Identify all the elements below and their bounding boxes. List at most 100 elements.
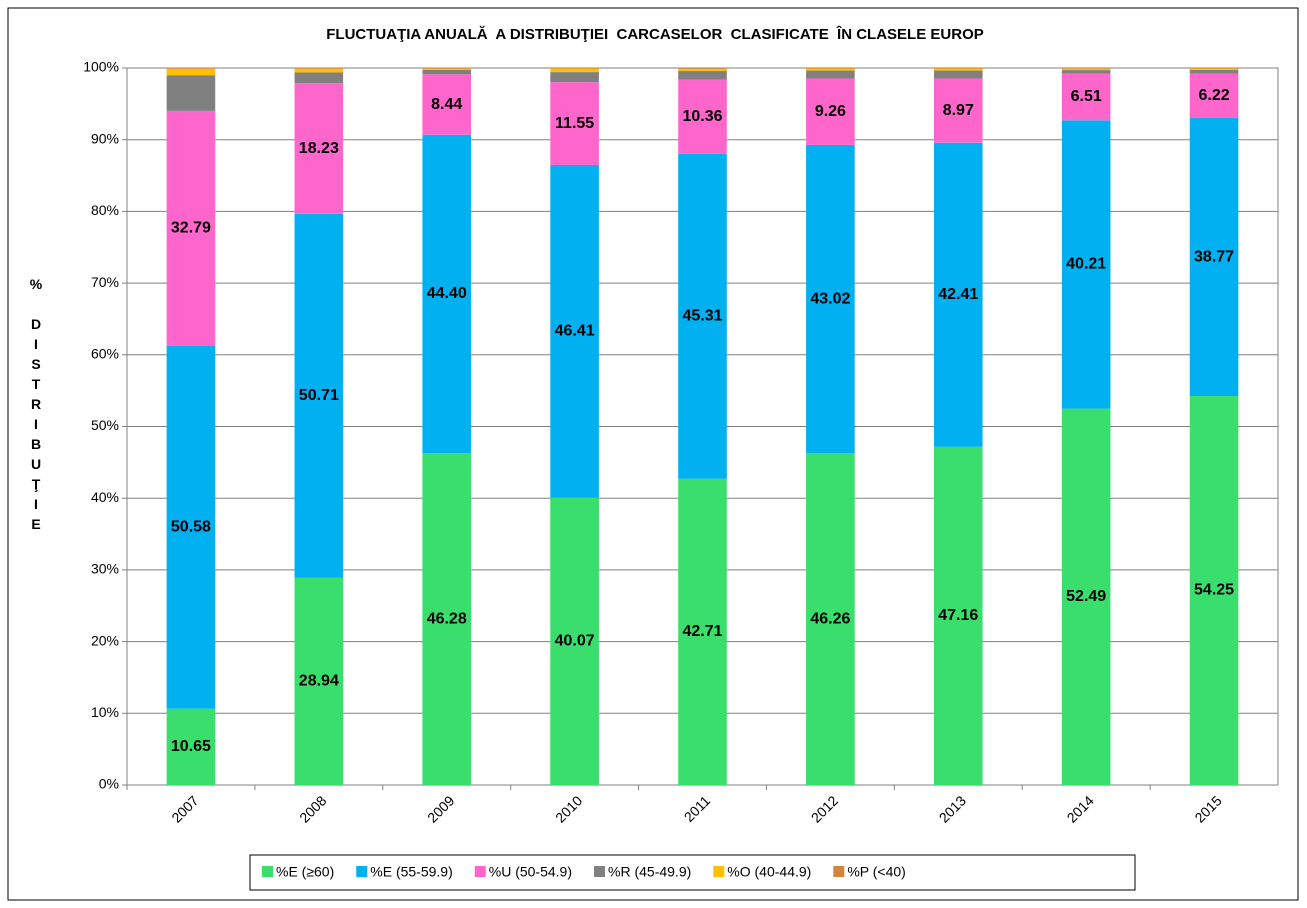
legend-label: %U (50-54.9) — [489, 864, 572, 880]
bar-segment — [806, 70, 855, 79]
bar-segment — [422, 70, 472, 75]
bar-segment — [1061, 68, 1111, 69]
bar-segment — [1061, 120, 1111, 409]
legend-swatch — [833, 866, 845, 877]
bar-segment — [422, 453, 472, 785]
data-label: 52.49 — [1066, 588, 1106, 605]
bar-segment — [550, 68, 599, 73]
bar-segment — [1189, 68, 1239, 70]
legend-label: %O (40-44.9) — [727, 864, 811, 880]
bar-segment — [294, 213, 344, 578]
bar-segment — [1189, 396, 1239, 785]
data-label: 54.25 — [1194, 582, 1234, 599]
data-label: 18.23 — [299, 140, 339, 157]
bar-segment — [294, 72, 344, 84]
data-label: 6.22 — [1198, 87, 1229, 104]
y-axis-label: % DISTRIBUŢIE — [28, 276, 44, 536]
bar-segment — [1189, 69, 1239, 74]
bar-segment — [678, 79, 727, 154]
bar-segment — [294, 68, 344, 73]
data-label: 10.36 — [682, 108, 722, 125]
bar-segment — [806, 68, 855, 71]
data-label: 50.71 — [299, 387, 339, 404]
bar-segment — [933, 142, 983, 447]
bar-segment — [166, 110, 216, 346]
data-label: 40.07 — [555, 633, 595, 650]
bar-segment — [678, 478, 727, 785]
data-label: 6.51 — [1071, 88, 1102, 105]
bar-segment — [294, 83, 344, 214]
data-label: 50.58 — [171, 519, 211, 536]
data-label: 32.79 — [171, 220, 211, 237]
legend-swatch — [474, 866, 486, 877]
bar-segment — [550, 497, 599, 785]
data-label: 8.97 — [943, 102, 974, 119]
data-label: 46.26 — [810, 610, 850, 627]
bar-segment — [933, 446, 983, 785]
bar-segment — [806, 453, 855, 785]
bar-segment — [806, 144, 855, 454]
data-label: 46.41 — [555, 323, 595, 340]
bar-segment — [933, 68, 983, 71]
chart-title: FLUCTUAŢIA ANUALĂ A DISTRIBUŢIEI CARCASE… — [326, 25, 984, 43]
y-tick-label: 80% — [91, 202, 119, 218]
bar-segment — [166, 68, 216, 69]
y-tick-label: 50% — [91, 417, 119, 433]
legend-swatch — [356, 866, 368, 877]
legend-swatch — [262, 866, 273, 877]
data-label: 28.94 — [299, 672, 339, 689]
bar-segment — [550, 72, 599, 83]
legend-swatch — [713, 866, 725, 877]
bar-segment — [1189, 118, 1239, 397]
bar-segment — [294, 68, 344, 69]
legend-box — [249, 854, 1136, 891]
bar-segment — [1061, 408, 1111, 785]
bar-segment — [294, 577, 344, 785]
bar-segment — [422, 74, 472, 135]
bar-segment — [166, 68, 216, 76]
data-label: 40.21 — [1066, 256, 1106, 273]
bar-segment — [1061, 73, 1111, 121]
y-tick-label: 40% — [91, 489, 119, 505]
y-tick-label: 30% — [91, 561, 119, 577]
bar-segment — [1061, 70, 1111, 74]
bar-segment — [166, 345, 216, 709]
y-tick-label: 60% — [91, 346, 119, 362]
data-label: 42.41 — [938, 286, 978, 303]
bar-segment — [678, 68, 727, 72]
data-label: 45.31 — [682, 308, 722, 325]
legend-label: %P (<40) — [847, 864, 906, 880]
data-label: 10.65 — [171, 738, 211, 755]
bar-segment — [1061, 68, 1111, 71]
bar-segment — [678, 71, 727, 80]
bar-segment — [678, 153, 727, 479]
legend-label: %E (55-59.9) — [370, 864, 452, 880]
bar-segment — [806, 78, 855, 145]
y-tick-label: 20% — [91, 632, 119, 648]
bar-segment — [550, 164, 599, 498]
bar-segment — [550, 82, 599, 165]
bar-segment — [1189, 73, 1239, 119]
bar-segment — [678, 68, 727, 69]
bar-segment — [422, 68, 472, 69]
data-label: 11.55 — [555, 115, 594, 132]
y-tick-label: 70% — [91, 274, 119, 290]
y-tick-label: 100% — [83, 59, 119, 75]
data-label: 43.02 — [810, 290, 850, 307]
bar-segment — [166, 75, 216, 111]
bar-segment — [550, 68, 599, 69]
legend-swatch — [594, 866, 606, 877]
data-label: 8.44 — [431, 96, 462, 113]
data-label: 44.40 — [427, 285, 467, 302]
bar-segment — [166, 708, 216, 785]
data-label: 42.71 — [682, 623, 722, 640]
legend-label: %R (45-49.9) — [608, 864, 691, 880]
data-label: 9.26 — [815, 103, 846, 120]
data-label: 38.77 — [1194, 248, 1234, 265]
y-tick-label: 0% — [99, 776, 119, 792]
bar-segment — [422, 68, 472, 71]
data-label: 47.16 — [938, 607, 978, 624]
bar-segment — [422, 134, 472, 454]
